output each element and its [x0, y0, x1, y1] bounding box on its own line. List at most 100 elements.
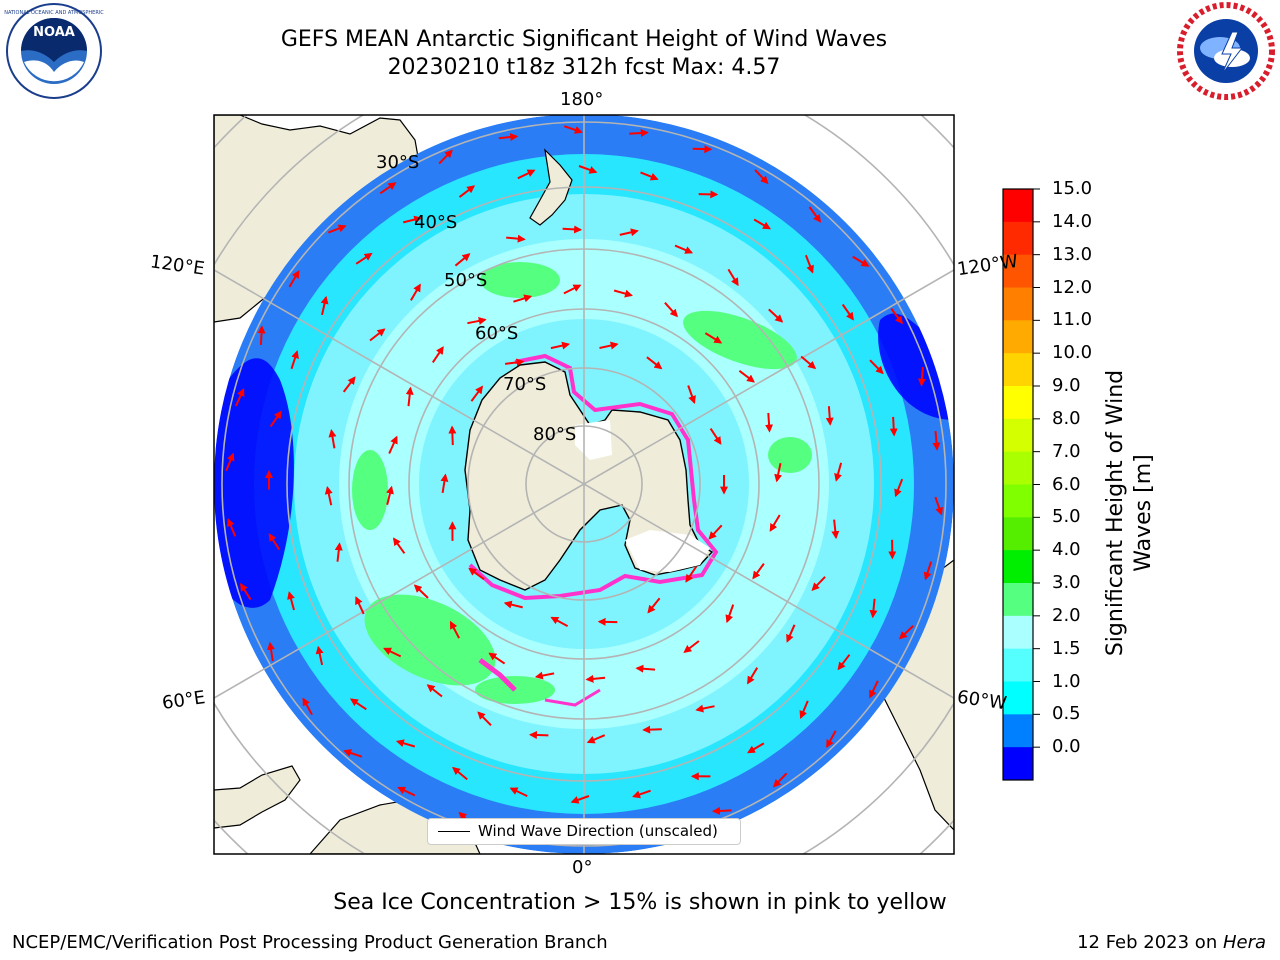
wave-direction-arrow [268, 533, 281, 551]
wave-direction-arrow [402, 215, 423, 224]
legend-line-swatch [438, 831, 470, 832]
wave-direction-arrow [664, 302, 678, 318]
noaa-logo: NOAA NATIONAL OCEANIC AND ATMOSPHERIC [4, 3, 104, 99]
wave-direction-arrow [841, 303, 854, 321]
wave-direction-arrow [413, 584, 429, 599]
wave-direction-arrow [355, 252, 373, 265]
wave-direction-arrow [503, 600, 523, 609]
wave-direction-arrow [227, 518, 237, 537]
colorbar-bin [1003, 320, 1033, 354]
wave-direction-arrow [517, 169, 536, 180]
colorbar-bin [1003, 517, 1033, 551]
colorbar-tick-label: 4.0 [1052, 539, 1081, 561]
wave-direction-arrows [225, 125, 943, 844]
wave-direction-arrow [825, 406, 834, 426]
wave-direction-arrow [704, 332, 723, 344]
wave-direction-arrow [327, 224, 347, 234]
wave-direction-arrow [586, 734, 606, 744]
wave-direction-arrow [534, 671, 555, 680]
colorbar-tick-label: 15.0 [1052, 178, 1093, 199]
wave-direction-arrow [397, 786, 416, 797]
wave-direction-arrow [635, 664, 656, 673]
colorbar-tick-label: 2.0 [1052, 604, 1081, 626]
wave-direction-arrow [889, 416, 898, 437]
wave-direction-arrow [754, 169, 769, 185]
wave-direction-arrow [747, 667, 759, 685]
colorbar-label-line1: Significant Height of Wind [1103, 369, 1128, 657]
wave-direction-arrow [225, 452, 235, 472]
wave-direction-arrow [894, 478, 904, 498]
colorbar-tick-label: 11.0 [1052, 309, 1093, 331]
colorbar-bin [1003, 615, 1033, 650]
sea-ice-edge [468, 353, 719, 601]
wave-direction-arrow [343, 749, 363, 758]
map-legend: Wind Wave Direction (unscaled) [427, 818, 741, 845]
wave-direction-arrow [747, 742, 765, 754]
wave-direction-arrow [725, 604, 735, 624]
wave-direction-arrow [774, 462, 783, 483]
wave-direction-arrow [753, 218, 771, 230]
wave-direction-arrow [685, 565, 698, 583]
wave-direction-arrow [383, 647, 402, 658]
colorbar-bin [1003, 648, 1033, 682]
wave-direction-arrow [619, 228, 639, 237]
wave-direction-arrow [695, 704, 715, 713]
wave-direction-arrow [599, 341, 619, 350]
map-area [214, 115, 954, 854]
lon-label-0: 0° [572, 857, 593, 878]
colorbar-bin [1003, 287, 1033, 321]
wave-direction-arrow [386, 485, 394, 506]
colorbar-bin [1003, 418, 1033, 453]
wave-direction-arrow [852, 255, 870, 267]
wave-direction-arrow [302, 697, 313, 716]
colorbar-bin [1003, 550, 1033, 584]
wave-direction-arrow [826, 730, 837, 749]
colorbar-tick-label: 1.5 [1052, 637, 1081, 659]
wave-direction-arrow [431, 346, 444, 363]
colorbar-label: Significant Height of Wind Waves [m] [1102, 303, 1158, 723]
wave-direction-arrow [629, 128, 649, 137]
colorbar-bin [1003, 451, 1033, 485]
lon-label-180: 180° [560, 89, 604, 110]
wave-direction-arrow [477, 711, 492, 727]
wave-direction-arrow [632, 789, 651, 799]
wave-direction-arrow [405, 386, 414, 407]
wave-direction-arrow [504, 358, 525, 367]
wave-direction-arrow [388, 435, 398, 454]
wave-direction-arrow [328, 429, 337, 449]
lat-label-60s: 60°S [475, 323, 519, 344]
wave-direction-arrow [349, 698, 367, 711]
wave-direction-arrow [315, 645, 324, 666]
wave-direction-arrow [562, 225, 583, 234]
wave-direction-arrow [799, 700, 809, 719]
wave-direction-arrow [727, 268, 739, 287]
wave-direction-arrow [448, 425, 457, 446]
colorbar-tick-label: 7.0 [1052, 440, 1081, 462]
chart-title: GEFS MEAN Antarctic Significant Height o… [280, 27, 888, 52]
wave-direction-arrow [769, 514, 781, 532]
footer-date: 12 Feb 2023 on Hera [1077, 932, 1266, 953]
wave-direction-arrow [392, 537, 406, 554]
wave-direction-arrow [578, 165, 598, 174]
wave-direction-arrow [898, 625, 914, 640]
wave-direction-arrow [831, 519, 840, 540]
wave-direction-arrow [646, 356, 663, 370]
wave-direction-arrow [834, 462, 843, 482]
wave-direction-arrow [290, 350, 299, 370]
colorbar-tick-label: 13.0 [1052, 243, 1093, 265]
wave-direction-arrow [752, 563, 765, 580]
wave-direction-arrow [765, 412, 774, 433]
lat-label-50s: 50°S [444, 270, 488, 291]
wave-direction-arrow [709, 428, 722, 445]
wave-direction-arrow [506, 234, 526, 243]
wave-direction-arrow [683, 640, 700, 653]
wave-direction-arrow [786, 624, 796, 643]
wave-direction-arrow [234, 388, 245, 407]
colorbar-bin [1003, 386, 1033, 420]
wave-direction-arrow [800, 355, 817, 370]
wave-direction-arrow [563, 125, 583, 134]
wave-direction-arrow [550, 616, 569, 627]
lat-label-80s: 80°S [533, 424, 577, 445]
colorbar-tick-label: 12.0 [1052, 276, 1093, 298]
colorbar-tick-label: 5.0 [1052, 506, 1081, 528]
